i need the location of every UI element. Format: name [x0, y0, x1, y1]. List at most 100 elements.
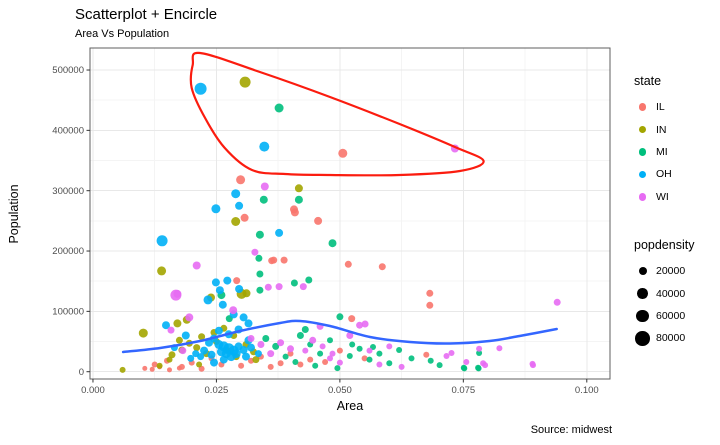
data-point-IN	[173, 319, 182, 328]
data-point-MI	[262, 335, 270, 342]
data-point-WI	[336, 359, 343, 366]
data-point-MI	[328, 239, 337, 248]
legend-label: 40000	[656, 287, 686, 300]
data-point-IN	[239, 76, 251, 88]
data-point-MI	[256, 270, 264, 278]
data-point-OH	[219, 355, 228, 364]
legend-size-dot-icon	[634, 330, 651, 347]
x-tick-label: 0.100	[575, 385, 599, 396]
page-title: Scatterplot + Encircle	[75, 6, 218, 23]
data-point-WI	[275, 283, 283, 291]
data-point-WI	[361, 320, 369, 328]
data-point-IN	[119, 366, 126, 373]
data-point-OH	[200, 346, 209, 355]
data-point-OH	[194, 82, 207, 95]
data-point-WI	[192, 261, 201, 270]
data-point-IL	[307, 356, 314, 363]
data-point-WI	[329, 350, 336, 357]
data-point-IL	[297, 361, 304, 368]
data-point-WI	[170, 289, 182, 301]
data-point-IN	[193, 344, 201, 352]
data-point-WI	[267, 350, 275, 358]
data-point-IL	[344, 260, 352, 268]
smooth-line	[121, 319, 558, 354]
legend-dot-icon	[634, 99, 651, 116]
data-point-OH	[203, 295, 213, 305]
data-point-MI	[301, 326, 309, 333]
data-point-WI	[264, 283, 272, 291]
data-point-IL	[142, 365, 148, 371]
data-point-MI	[427, 357, 434, 364]
x-tick-label: 0.075	[451, 385, 475, 396]
data-point-WI	[179, 347, 187, 355]
data-point-MI	[408, 355, 415, 362]
state-legend: state IL IN MI OH WI	[634, 74, 672, 208]
data-point-IN	[294, 184, 303, 193]
data-point-OH	[254, 350, 262, 358]
legend-label: 60000	[656, 309, 686, 322]
data-point-WI	[530, 362, 536, 369]
x-tick-label: 0.000	[81, 385, 105, 396]
data-point-MI	[436, 362, 443, 369]
y-tick-label: 0	[79, 367, 84, 378]
data-point-OH	[218, 300, 227, 309]
legend-label: 20000	[656, 265, 686, 278]
legend-dot-icon	[634, 121, 651, 138]
data-point-WI	[319, 343, 326, 350]
data-point-WI	[257, 341, 265, 348]
data-point-MI	[476, 350, 483, 356]
data-point-OH	[275, 228, 284, 237]
y-tick-label: 400000	[52, 126, 84, 137]
legend-dot-icon	[634, 166, 651, 183]
data-point-WI	[247, 335, 255, 342]
data-point-OH	[207, 350, 216, 359]
data-point-WI	[185, 313, 194, 322]
legend-item-popdensity-60000: 60000	[634, 305, 694, 327]
y-tick-label: 500000	[52, 65, 84, 76]
data-point-IL	[167, 367, 172, 373]
panel-border	[89, 47, 611, 380]
legend-label: MI	[656, 145, 668, 158]
data-point-OH	[235, 201, 244, 210]
legend-label: WI	[656, 190, 669, 203]
data-point-WI	[309, 336, 317, 344]
state-legend-title: state	[634, 74, 662, 88]
legend-item-popdensity-20000: 20000	[634, 260, 694, 282]
legend-dot-icon	[634, 188, 651, 205]
plot-caption: Source: midwest	[530, 424, 612, 436]
data-point-WI	[448, 350, 455, 356]
data-point-IL	[238, 362, 245, 369]
data-point-WI	[277, 339, 285, 347]
data-point-MI	[294, 195, 303, 204]
data-point-WI	[386, 343, 393, 350]
legend-item-MI: MI	[634, 141, 672, 163]
data-point-MI	[296, 332, 304, 339]
data-point-OH	[247, 343, 255, 352]
data-point-OH	[239, 313, 248, 322]
data-point-MI	[336, 313, 344, 321]
y-axis-title: Population	[7, 184, 21, 244]
data-point-OH	[210, 358, 218, 367]
data-point-IL	[290, 208, 299, 217]
data-point-IN	[168, 351, 176, 359]
x-tick-label: 0.025	[205, 385, 229, 396]
data-point-MI	[386, 360, 393, 367]
data-point-MI	[327, 337, 333, 344]
data-point-WI	[167, 326, 175, 334]
data-point-OH	[215, 286, 224, 295]
data-point-OH	[259, 141, 270, 152]
data-point-IL	[268, 257, 276, 265]
data-point-IL	[338, 148, 348, 158]
data-point-OH	[211, 278, 220, 287]
data-point-WI	[482, 362, 489, 369]
data-point-OH	[211, 204, 221, 214]
data-point-MI	[396, 347, 403, 353]
y-tick-label: 100000	[52, 307, 84, 318]
data-point-IL	[151, 361, 158, 368]
data-point-IL	[236, 175, 246, 185]
data-point-IL	[267, 363, 274, 370]
data-point-WI	[327, 355, 333, 362]
data-point-WI	[496, 345, 503, 352]
data-point-MI	[475, 364, 482, 371]
data-point-OH	[242, 352, 250, 361]
